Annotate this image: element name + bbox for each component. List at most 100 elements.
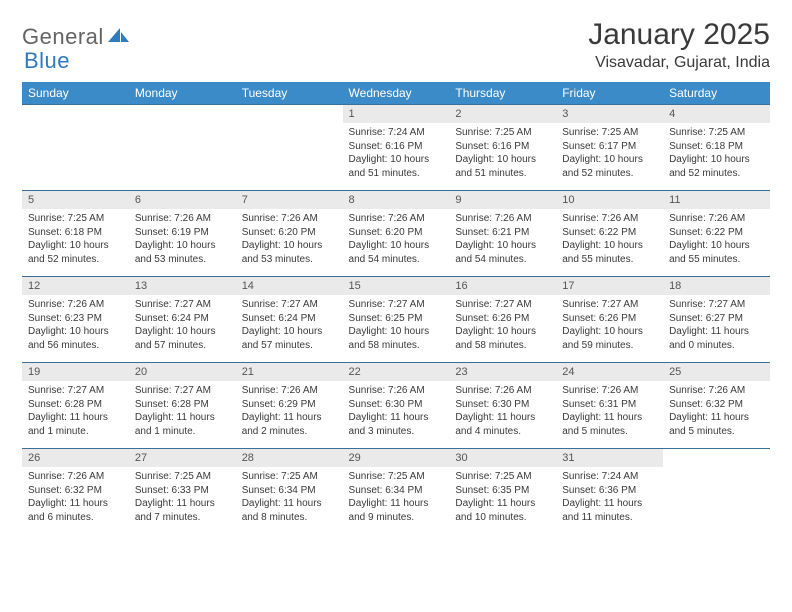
calendar-day-cell: 30Sunrise: 7:25 AMSunset: 6:35 PMDayligh… — [449, 449, 556, 535]
calendar-day-cell: 7Sunrise: 7:26 AMSunset: 6:20 PMDaylight… — [236, 191, 343, 277]
day-details: Sunrise: 7:27 AMSunset: 6:25 PMDaylight:… — [343, 295, 450, 362]
day-number: 20 — [129, 363, 236, 381]
day-number: 30 — [449, 449, 556, 467]
calendar-day-cell: 6Sunrise: 7:26 AMSunset: 6:19 PMDaylight… — [129, 191, 236, 277]
calendar-day-cell: 10Sunrise: 7:26 AMSunset: 6:22 PMDayligh… — [556, 191, 663, 277]
calendar-day-cell: 20Sunrise: 7:27 AMSunset: 6:28 PMDayligh… — [129, 363, 236, 449]
day-number: 15 — [343, 277, 450, 295]
day-details: Sunrise: 7:24 AMSunset: 6:36 PMDaylight:… — [556, 467, 663, 534]
calendar-day-cell: 27Sunrise: 7:25 AMSunset: 6:33 PMDayligh… — [129, 449, 236, 535]
day-details: Sunrise: 7:26 AMSunset: 6:32 PMDaylight:… — [22, 467, 129, 534]
day-details: Sunrise: 7:26 AMSunset: 6:21 PMDaylight:… — [449, 209, 556, 276]
day-details: Sunrise: 7:27 AMSunset: 6:26 PMDaylight:… — [556, 295, 663, 362]
weekday-header: Sunday — [22, 82, 129, 105]
month-title: January 2025 — [588, 18, 770, 52]
calendar-day-cell: 4Sunrise: 7:25 AMSunset: 6:18 PMDaylight… — [663, 105, 770, 191]
day-details: Sunrise: 7:25 AMSunset: 6:17 PMDaylight:… — [556, 123, 663, 190]
day-details: Sunrise: 7:25 AMSunset: 6:34 PMDaylight:… — [343, 467, 450, 534]
calendar-body: 1Sunrise: 7:24 AMSunset: 6:16 PMDaylight… — [22, 105, 770, 535]
calendar-table: SundayMondayTuesdayWednesdayThursdayFrid… — [22, 82, 770, 534]
calendar-day-cell: 31Sunrise: 7:24 AMSunset: 6:36 PMDayligh… — [556, 449, 663, 535]
title-block: January 2025 Visavadar, Gujarat, India — [588, 18, 770, 72]
day-details: Sunrise: 7:26 AMSunset: 6:22 PMDaylight:… — [556, 209, 663, 276]
day-number: 29 — [343, 449, 450, 467]
calendar-day-cell: 17Sunrise: 7:27 AMSunset: 6:26 PMDayligh… — [556, 277, 663, 363]
calendar-day-cell: 28Sunrise: 7:25 AMSunset: 6:34 PMDayligh… — [236, 449, 343, 535]
day-number: 25 — [663, 363, 770, 381]
calendar-day-cell: 8Sunrise: 7:26 AMSunset: 6:20 PMDaylight… — [343, 191, 450, 277]
calendar-week-row: 12Sunrise: 7:26 AMSunset: 6:23 PMDayligh… — [22, 277, 770, 363]
calendar-day-cell: 25Sunrise: 7:26 AMSunset: 6:32 PMDayligh… — [663, 363, 770, 449]
calendar-day-cell: 15Sunrise: 7:27 AMSunset: 6:25 PMDayligh… — [343, 277, 450, 363]
weekday-header-row: SundayMondayTuesdayWednesdayThursdayFrid… — [22, 82, 770, 105]
calendar-day-cell — [236, 105, 343, 191]
day-number: 23 — [449, 363, 556, 381]
day-number: 5 — [22, 191, 129, 209]
calendar-day-cell: 5Sunrise: 7:25 AMSunset: 6:18 PMDaylight… — [22, 191, 129, 277]
day-number: 21 — [236, 363, 343, 381]
day-number: 9 — [449, 191, 556, 209]
day-details: Sunrise: 7:26 AMSunset: 6:19 PMDaylight:… — [129, 209, 236, 276]
weekday-header: Monday — [129, 82, 236, 105]
day-number: 6 — [129, 191, 236, 209]
calendar-day-cell: 13Sunrise: 7:27 AMSunset: 6:24 PMDayligh… — [129, 277, 236, 363]
day-details: Sunrise: 7:25 AMSunset: 6:18 PMDaylight:… — [663, 123, 770, 190]
weekday-header: Tuesday — [236, 82, 343, 105]
day-number: 12 — [22, 277, 129, 295]
day-details: Sunrise: 7:27 AMSunset: 6:28 PMDaylight:… — [129, 381, 236, 448]
calendar-day-cell: 18Sunrise: 7:27 AMSunset: 6:27 PMDayligh… — [663, 277, 770, 363]
day-number: 19 — [22, 363, 129, 381]
calendar-day-cell: 2Sunrise: 7:25 AMSunset: 6:16 PMDaylight… — [449, 105, 556, 191]
weekday-header: Saturday — [663, 82, 770, 105]
calendar-day-cell: 23Sunrise: 7:26 AMSunset: 6:30 PMDayligh… — [449, 363, 556, 449]
calendar-week-row: 19Sunrise: 7:27 AMSunset: 6:28 PMDayligh… — [22, 363, 770, 449]
day-number: 8 — [343, 191, 450, 209]
calendar-day-cell: 9Sunrise: 7:26 AMSunset: 6:21 PMDaylight… — [449, 191, 556, 277]
day-details: Sunrise: 7:26 AMSunset: 6:20 PMDaylight:… — [343, 209, 450, 276]
day-number: 24 — [556, 363, 663, 381]
day-number: 14 — [236, 277, 343, 295]
calendar-day-cell: 3Sunrise: 7:25 AMSunset: 6:17 PMDaylight… — [556, 105, 663, 191]
day-details: Sunrise: 7:26 AMSunset: 6:20 PMDaylight:… — [236, 209, 343, 276]
day-details: Sunrise: 7:26 AMSunset: 6:30 PMDaylight:… — [449, 381, 556, 448]
day-number: 2 — [449, 105, 556, 123]
calendar-day-cell: 11Sunrise: 7:26 AMSunset: 6:22 PMDayligh… — [663, 191, 770, 277]
day-details: Sunrise: 7:26 AMSunset: 6:23 PMDaylight:… — [22, 295, 129, 362]
calendar-day-cell — [129, 105, 236, 191]
calendar-day-cell: 26Sunrise: 7:26 AMSunset: 6:32 PMDayligh… — [22, 449, 129, 535]
calendar-week-row: 26Sunrise: 7:26 AMSunset: 6:32 PMDayligh… — [22, 449, 770, 535]
weekday-header: Friday — [556, 82, 663, 105]
day-number: 4 — [663, 105, 770, 123]
day-number: 22 — [343, 363, 450, 381]
calendar-day-cell: 21Sunrise: 7:26 AMSunset: 6:29 PMDayligh… — [236, 363, 343, 449]
day-number: 27 — [129, 449, 236, 467]
day-number: 10 — [556, 191, 663, 209]
day-details: Sunrise: 7:25 AMSunset: 6:35 PMDaylight:… — [449, 467, 556, 534]
calendar-day-cell — [663, 449, 770, 535]
day-number: 26 — [22, 449, 129, 467]
logo-sail-icon — [108, 26, 130, 49]
day-number: 16 — [449, 277, 556, 295]
day-number: 3 — [556, 105, 663, 123]
calendar-day-cell: 1Sunrise: 7:24 AMSunset: 6:16 PMDaylight… — [343, 105, 450, 191]
calendar-day-cell: 19Sunrise: 7:27 AMSunset: 6:28 PMDayligh… — [22, 363, 129, 449]
calendar-day-cell: 14Sunrise: 7:27 AMSunset: 6:24 PMDayligh… — [236, 277, 343, 363]
calendar-day-cell: 12Sunrise: 7:26 AMSunset: 6:23 PMDayligh… — [22, 277, 129, 363]
day-details: Sunrise: 7:26 AMSunset: 6:22 PMDaylight:… — [663, 209, 770, 276]
day-number: 31 — [556, 449, 663, 467]
day-details: Sunrise: 7:24 AMSunset: 6:16 PMDaylight:… — [343, 123, 450, 190]
calendar-day-cell: 29Sunrise: 7:25 AMSunset: 6:34 PMDayligh… — [343, 449, 450, 535]
day-details: Sunrise: 7:27 AMSunset: 6:24 PMDaylight:… — [236, 295, 343, 362]
day-details: Sunrise: 7:25 AMSunset: 6:16 PMDaylight:… — [449, 123, 556, 190]
logo-text-general: General — [22, 24, 104, 50]
day-details: Sunrise: 7:25 AMSunset: 6:33 PMDaylight:… — [129, 467, 236, 534]
day-number: 1 — [343, 105, 450, 123]
day-details: Sunrise: 7:27 AMSunset: 6:24 PMDaylight:… — [129, 295, 236, 362]
day-details: Sunrise: 7:25 AMSunset: 6:18 PMDaylight:… — [22, 209, 129, 276]
day-details: Sunrise: 7:27 AMSunset: 6:26 PMDaylight:… — [449, 295, 556, 362]
day-number: 17 — [556, 277, 663, 295]
calendar-day-cell: 24Sunrise: 7:26 AMSunset: 6:31 PMDayligh… — [556, 363, 663, 449]
day-number: 28 — [236, 449, 343, 467]
weekday-header: Thursday — [449, 82, 556, 105]
day-details: Sunrise: 7:26 AMSunset: 6:32 PMDaylight:… — [663, 381, 770, 448]
